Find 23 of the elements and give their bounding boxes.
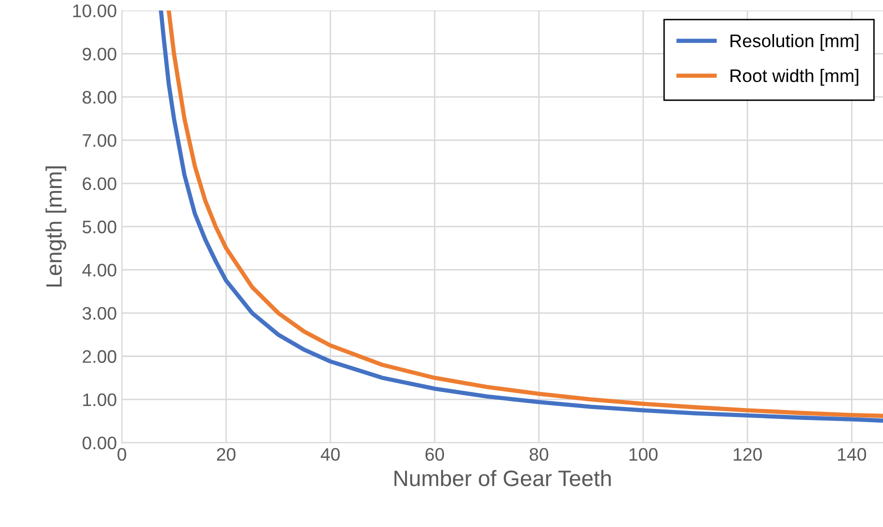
x-tick-label: 40 — [320, 448, 340, 461]
y-tick-label: 4.00 — [82, 264, 116, 277]
x-tick-label: 20 — [216, 448, 236, 461]
x-axis-title: Number of Gear Teeth — [394, 470, 611, 486]
y-tick-label: 6.00 — [82, 177, 116, 190]
y-axis-title: Length [mm] — [46, 166, 66, 287]
y-tick-label: 0.00 — [82, 436, 116, 450]
y-tick-label: 8.00 — [82, 90, 116, 104]
x-tick-label: 120 — [734, 448, 762, 461]
legend-label: Resolution [mm] — [730, 34, 858, 51]
x-tick-label: 100 — [630, 448, 658, 461]
x-tick-label: 80 — [530, 448, 548, 461]
y-tick-label: 5.00 — [82, 220, 116, 234]
legend-label: Root width [mm] — [730, 68, 858, 86]
y-tick-label: 2.00 — [82, 350, 116, 363]
x-tick-label: 140 — [838, 448, 866, 461]
x-tick-label: 60 — [426, 448, 444, 461]
y-tick-label: 1.00 — [83, 393, 116, 406]
y-tick-label: 7.00 — [82, 134, 116, 147]
y-tick-label: 3.00 — [82, 306, 116, 320]
y-tick-label: 10.00 — [73, 4, 116, 18]
x-tick-label: 0 — [118, 448, 126, 461]
y-tick-label: 9.00 — [82, 48, 116, 60]
